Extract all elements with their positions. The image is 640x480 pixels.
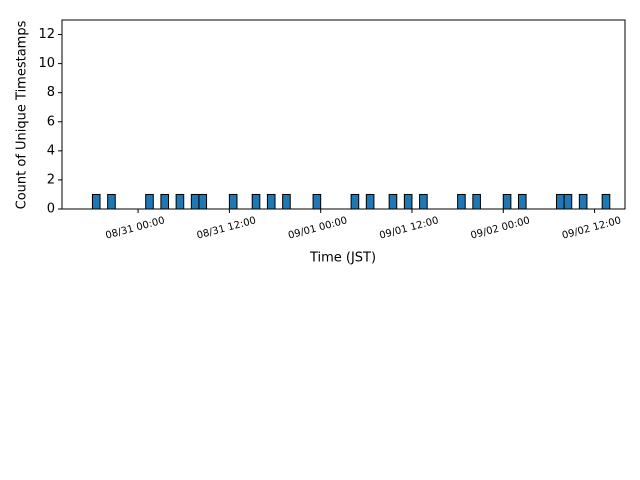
bar [91, 193, 101, 210]
bar [282, 193, 291, 210]
x-tick-label: 09/02 12:00 [561, 215, 623, 241]
bar [198, 193, 208, 210]
bar [502, 193, 512, 210]
bar [160, 193, 170, 210]
bar [517, 193, 527, 210]
bar [107, 193, 116, 210]
y-tick-label: 8 [47, 85, 55, 100]
bar [563, 193, 573, 210]
bar [556, 193, 565, 210]
bar [175, 193, 185, 210]
y-tick-label: 2 [47, 172, 55, 187]
x-tick-label: 08/31 12:00 [196, 215, 258, 241]
y-tick-label: 6 [47, 114, 55, 129]
bar [403, 193, 413, 210]
x-tick-label: 09/02 00:00 [470, 215, 532, 241]
bar [419, 193, 428, 210]
x-tick-label: 08/31 00:00 [104, 215, 166, 241]
bar [365, 193, 375, 210]
y-tick-label: 4 [47, 143, 55, 158]
x-tick-label: 09/01 12:00 [378, 215, 440, 241]
bar [145, 193, 154, 210]
bar [472, 193, 481, 210]
bar [601, 193, 611, 210]
y-tick-label: 10 [38, 56, 55, 71]
y-tick-label: 12 [38, 27, 55, 42]
bar [578, 193, 588, 210]
y-axis-label: Count of Unique Timestamps [15, 20, 30, 209]
bar [388, 193, 398, 210]
bar [190, 193, 200, 210]
bar [312, 193, 322, 210]
x-tick-label: 09/01 00:00 [287, 215, 349, 241]
plot-frame [61, 19, 626, 210]
bar [251, 193, 261, 210]
bar [266, 193, 276, 210]
x-axis-label: Time (JST) [309, 251, 376, 266]
bar [350, 193, 360, 210]
bar [457, 193, 466, 210]
bar [228, 193, 238, 210]
y-tick-label: 0 [47, 202, 55, 217]
